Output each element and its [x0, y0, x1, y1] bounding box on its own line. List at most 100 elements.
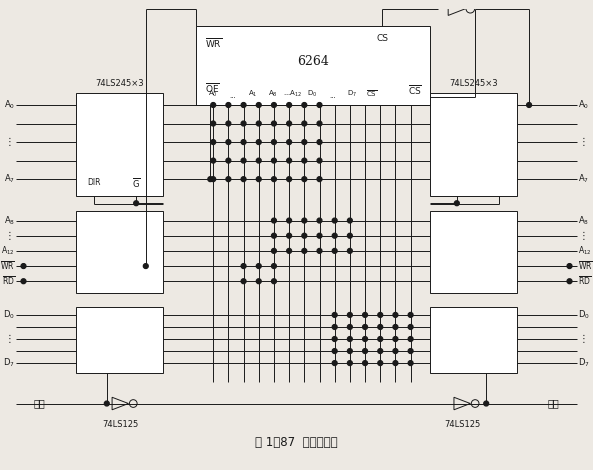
Circle shape [332, 233, 337, 238]
Text: A$_7$: A$_7$ [578, 173, 589, 185]
Circle shape [378, 349, 382, 353]
Text: $\overline{\rm RD}$: $\overline{\rm RD}$ [2, 275, 15, 287]
Circle shape [567, 279, 572, 283]
Bar [76, 94, 163, 196]
Circle shape [408, 349, 413, 353]
Circle shape [408, 337, 413, 341]
Text: D$_0$: D$_0$ [3, 309, 15, 321]
Circle shape [211, 140, 216, 144]
Circle shape [332, 249, 337, 253]
Circle shape [287, 233, 292, 238]
Circle shape [287, 218, 292, 223]
Circle shape [226, 177, 231, 181]
Text: D$_0$: D$_0$ [307, 89, 318, 99]
Circle shape [332, 218, 337, 223]
Text: ⋮: ⋮ [5, 137, 15, 147]
Circle shape [527, 102, 531, 108]
Text: ⋮: ⋮ [578, 137, 588, 147]
Circle shape [287, 121, 292, 126]
Circle shape [272, 140, 276, 144]
Circle shape [287, 140, 292, 144]
Text: A$_0$: A$_0$ [578, 99, 589, 111]
Text: 74LS245×3: 74LS245×3 [449, 78, 498, 88]
Circle shape [241, 140, 246, 144]
Text: 6264: 6264 [297, 55, 329, 68]
Circle shape [226, 140, 231, 144]
Circle shape [317, 218, 322, 223]
Circle shape [408, 360, 413, 366]
Circle shape [256, 158, 261, 163]
Text: ⋮: ⋮ [5, 231, 15, 241]
Circle shape [256, 279, 261, 283]
Text: 图 1－87  实际电路图: 图 1－87 实际电路图 [255, 436, 338, 448]
Text: $\overline{\rm WR}$: $\overline{\rm WR}$ [0, 260, 15, 272]
Text: A$_8$: A$_8$ [268, 89, 278, 99]
Circle shape [317, 121, 322, 126]
Circle shape [317, 177, 322, 181]
Circle shape [272, 158, 276, 163]
Text: $\overline{\rm CS}$: $\overline{\rm CS}$ [366, 89, 378, 99]
Text: A$_8$: A$_8$ [4, 214, 15, 227]
Circle shape [484, 401, 489, 406]
Circle shape [256, 177, 261, 181]
Bar [430, 211, 517, 293]
Circle shape [226, 102, 231, 108]
Circle shape [393, 337, 398, 341]
Circle shape [363, 337, 368, 341]
Circle shape [317, 158, 322, 163]
Text: A$_0$: A$_0$ [4, 99, 15, 111]
Circle shape [347, 349, 352, 353]
Circle shape [302, 121, 307, 126]
Circle shape [317, 249, 322, 253]
Circle shape [241, 121, 246, 126]
Circle shape [241, 279, 246, 283]
Text: A$_{12}$: A$_{12}$ [1, 245, 15, 257]
Circle shape [317, 140, 322, 144]
Circle shape [302, 249, 307, 253]
Circle shape [208, 177, 213, 181]
Circle shape [393, 313, 398, 317]
Circle shape [211, 102, 216, 108]
Circle shape [363, 349, 368, 353]
Circle shape [347, 337, 352, 341]
Circle shape [393, 360, 398, 366]
Text: ...: ... [229, 93, 237, 99]
Text: $\overline{\rm OE}$: $\overline{\rm OE}$ [206, 81, 220, 95]
Text: A$_7$: A$_7$ [4, 173, 15, 185]
Bar [430, 307, 517, 373]
Circle shape [363, 313, 368, 317]
Circle shape [21, 264, 26, 268]
Circle shape [226, 121, 231, 126]
Circle shape [211, 121, 216, 126]
Circle shape [332, 349, 337, 353]
Text: ⋮: ⋮ [578, 231, 588, 241]
Text: DIR: DIR [87, 179, 101, 188]
Text: 74LS125: 74LS125 [102, 420, 138, 429]
Circle shape [454, 201, 459, 206]
Bar [76, 307, 163, 373]
Text: ...: ... [329, 93, 336, 99]
Text: 译码: 译码 [34, 399, 46, 408]
Circle shape [332, 360, 337, 366]
Circle shape [302, 218, 307, 223]
Text: ⋮: ⋮ [578, 334, 588, 344]
Text: D$_7$: D$_7$ [3, 357, 15, 369]
Circle shape [378, 313, 382, 317]
Text: $\overline{\rm CS}$: $\overline{\rm CS}$ [408, 83, 422, 97]
Circle shape [347, 218, 352, 223]
Circle shape [144, 264, 148, 268]
Circle shape [393, 349, 398, 353]
Circle shape [302, 102, 307, 108]
Circle shape [104, 401, 109, 406]
Circle shape [241, 102, 246, 108]
Circle shape [287, 102, 292, 108]
Text: $\overline{\rm WR}$: $\overline{\rm WR}$ [206, 36, 222, 49]
Circle shape [272, 249, 276, 253]
Bar [196, 26, 430, 105]
Text: $\overline{\rm RD}$: $\overline{\rm RD}$ [578, 275, 591, 287]
Circle shape [241, 264, 246, 268]
Circle shape [287, 249, 292, 253]
Circle shape [272, 233, 276, 238]
Circle shape [317, 233, 322, 238]
Text: A$_0$: A$_0$ [208, 89, 218, 99]
